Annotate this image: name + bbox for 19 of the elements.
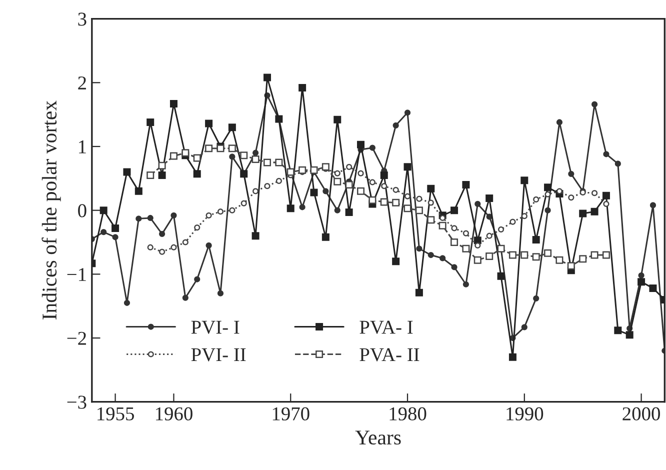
legend-label: PVA- II — [360, 348, 420, 362]
legend-label: PVI- I — [191, 320, 240, 334]
x-tick-label: 1960 — [156, 407, 192, 420]
y-tick-label: 2 — [78, 76, 86, 90]
y-tick-label: −3 — [67, 396, 86, 409]
legend-label: PVI- II — [191, 348, 246, 362]
y-axis-title: Indices of the polar vortex — [42, 100, 61, 320]
x-tick-label: 1955 — [98, 407, 134, 420]
x-tick-label: 2000 — [622, 407, 660, 420]
x-axis-title: Years — [355, 430, 401, 445]
x-tick-label: 1980 — [390, 407, 426, 420]
legend-label: PVA- I — [360, 320, 413, 334]
x-tick-label: 1990 — [506, 407, 544, 420]
x-tick-label: 1970 — [272, 407, 310, 420]
y-tick-label: −2 — [67, 332, 86, 345]
y-tick-label: 3 — [78, 12, 86, 26]
y-tick-label: 0 — [78, 204, 86, 218]
y-tick-label: 1 — [79, 140, 86, 154]
y-tick-label: −1 — [67, 268, 86, 281]
